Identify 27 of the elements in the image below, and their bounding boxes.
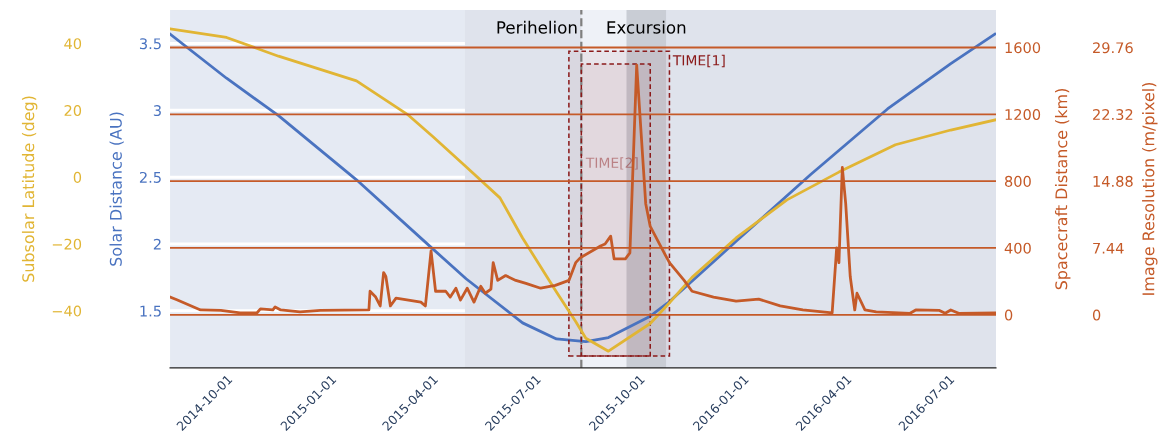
y2-tick-label: −40 <box>52 305 82 317</box>
text: Image Resolution (m/pixel) <box>1142 82 1158 295</box>
y3-tick-label: 1200 <box>1005 109 1041 121</box>
text: 22.32 <box>1093 109 1133 121</box>
y-tick-label: 3 <box>153 105 161 117</box>
y2-tick-label: −20 <box>52 238 82 250</box>
y-tick-label: 3.5 <box>139 38 161 50</box>
y3-tick-label: 1600 <box>1005 42 1041 54</box>
y-tick-label: 2.5 <box>139 171 161 183</box>
y-tick-label: 1.5 <box>140 305 161 317</box>
text: 0 <box>1092 309 1101 321</box>
band-label: Excursion <box>607 20 686 34</box>
band-label: TIME[1] <box>672 54 725 68</box>
text: 7.44 <box>1093 242 1124 254</box>
text: 29.76 <box>1093 42 1133 54</box>
y-axis-title: Solar Distance (AU) <box>109 112 124 266</box>
y3-axis-title: Spacecraft Distance (km) <box>1054 89 1071 290</box>
y2-tick-label: 0 <box>73 171 82 183</box>
y2-tick-label: 20 <box>64 105 82 117</box>
y3-tick-label: 400 <box>1004 242 1031 254</box>
y2-axis-title: Subsolar Latitude (deg) <box>21 96 38 282</box>
y2-tick-label: 40 <box>64 38 82 50</box>
y3-tick-label: 800 <box>1004 175 1031 187</box>
y-tick-label: 2 <box>153 238 161 250</box>
text: 14.88 <box>1093 175 1133 187</box>
ref-line-label: Perihelion <box>497 20 577 34</box>
y3-tick-label: 0 <box>1004 309 1013 321</box>
